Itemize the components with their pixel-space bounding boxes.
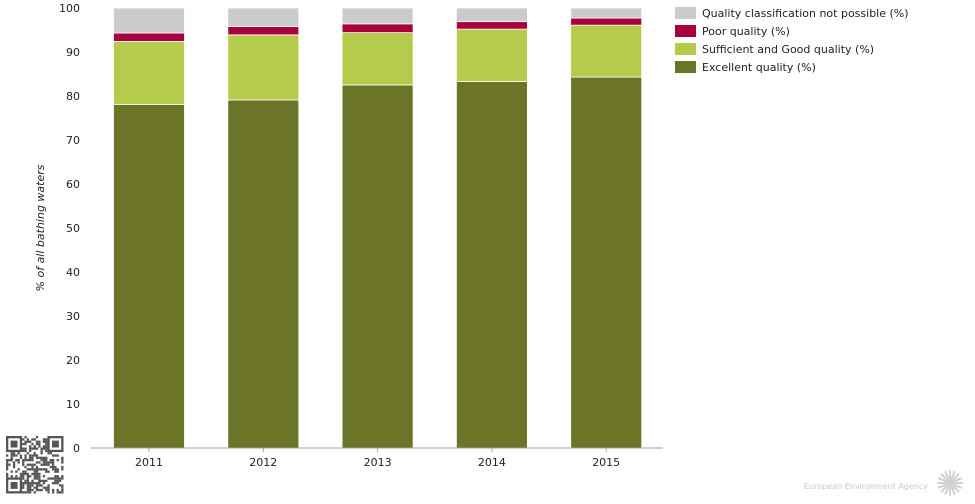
bar-quality-classification-not-possible-2012 xyxy=(227,7,300,27)
y-tick-label: 0 xyxy=(73,442,80,455)
legend-label: Poor quality (%) xyxy=(702,25,790,38)
bar-sufficient-and-good-quality-2011 xyxy=(113,41,185,105)
bar-quality-classification-not-possible-2013 xyxy=(341,7,414,25)
x-tick-label: 2012 xyxy=(249,456,277,469)
legend-item-excellent-quality: Excellent quality (%) xyxy=(675,61,816,74)
bar-excellent-quality-2014 xyxy=(455,81,528,449)
bar-poor-quality-2014 xyxy=(455,21,528,30)
legend-item-poor-quality: Poor quality (%) xyxy=(675,25,790,38)
legend-swatch xyxy=(675,7,696,19)
legend: Quality classification not possible (%) P… xyxy=(675,7,909,74)
plot-area xyxy=(113,7,643,449)
qr-code-icon xyxy=(6,436,64,494)
bar-quality-classification-not-possible-2015 xyxy=(570,7,643,19)
bar-poor-quality-2015 xyxy=(570,17,643,26)
bar-excellent-quality-2015 xyxy=(570,76,643,449)
x-tick-label: 2015 xyxy=(592,456,620,469)
y-tick-label: 40 xyxy=(66,266,80,279)
legend-item-sufficient-and-good-quality: Sufficient and Good quality (%) xyxy=(675,43,874,56)
legend-label: Sufficient and Good quality (%) xyxy=(702,43,874,56)
y-tick-label: 100 xyxy=(59,2,80,15)
y-tick-label: 50 xyxy=(66,222,80,235)
y-tick-label: 60 xyxy=(66,178,80,191)
x-tick-label: 2014 xyxy=(478,456,506,469)
bar-sufficient-and-good-quality-2013 xyxy=(341,32,414,86)
footer: European Environment Agency xyxy=(6,436,963,496)
x-tick-label: 2013 xyxy=(364,456,392,469)
bar-quality-classification-not-possible-2014 xyxy=(455,7,528,23)
y-axis-label: % of all bathing waters xyxy=(34,164,47,291)
bar-excellent-quality-2011 xyxy=(113,103,185,449)
bar-sufficient-and-good-quality-2014 xyxy=(455,28,528,82)
bar-excellent-quality-2012 xyxy=(227,99,300,449)
bar-poor-quality-2011 xyxy=(113,32,185,42)
bar-sufficient-and-good-quality-2012 xyxy=(227,34,300,101)
legend-label: Quality classification not possible (%) xyxy=(702,7,909,20)
bar-sufficient-and-good-quality-2015 xyxy=(570,24,643,78)
credit-text: European Environment Agency xyxy=(804,482,928,491)
bar-poor-quality-2012 xyxy=(227,26,300,36)
bar-excellent-quality-2013 xyxy=(341,84,414,449)
bar-quality-classification-not-possible-2011 xyxy=(113,7,185,34)
axes: 2011 2012 2013 2014 2015 0 10 20 30 40 50 60 70 80 90 1… xyxy=(34,2,663,469)
x-tick-label: 2011 xyxy=(135,456,163,469)
legend-item-quality-classification-not-possible: Quality classification not possible (%) xyxy=(675,7,909,20)
y-tick-label: 70 xyxy=(66,134,80,147)
legend-swatch xyxy=(675,61,696,73)
y-tick-label: 80 xyxy=(66,90,80,103)
bar-poor-quality-2013 xyxy=(341,23,414,34)
y-tick-label: 90 xyxy=(66,46,80,59)
y-tick-label: 30 xyxy=(66,310,80,323)
legend-swatch xyxy=(675,43,696,55)
legend-swatch xyxy=(675,25,696,37)
legend-label: Excellent quality (%) xyxy=(702,61,816,74)
y-tick-label: 10 xyxy=(66,398,80,411)
eea-sun-logo-icon xyxy=(937,470,963,496)
y-tick-label: 20 xyxy=(66,354,80,367)
